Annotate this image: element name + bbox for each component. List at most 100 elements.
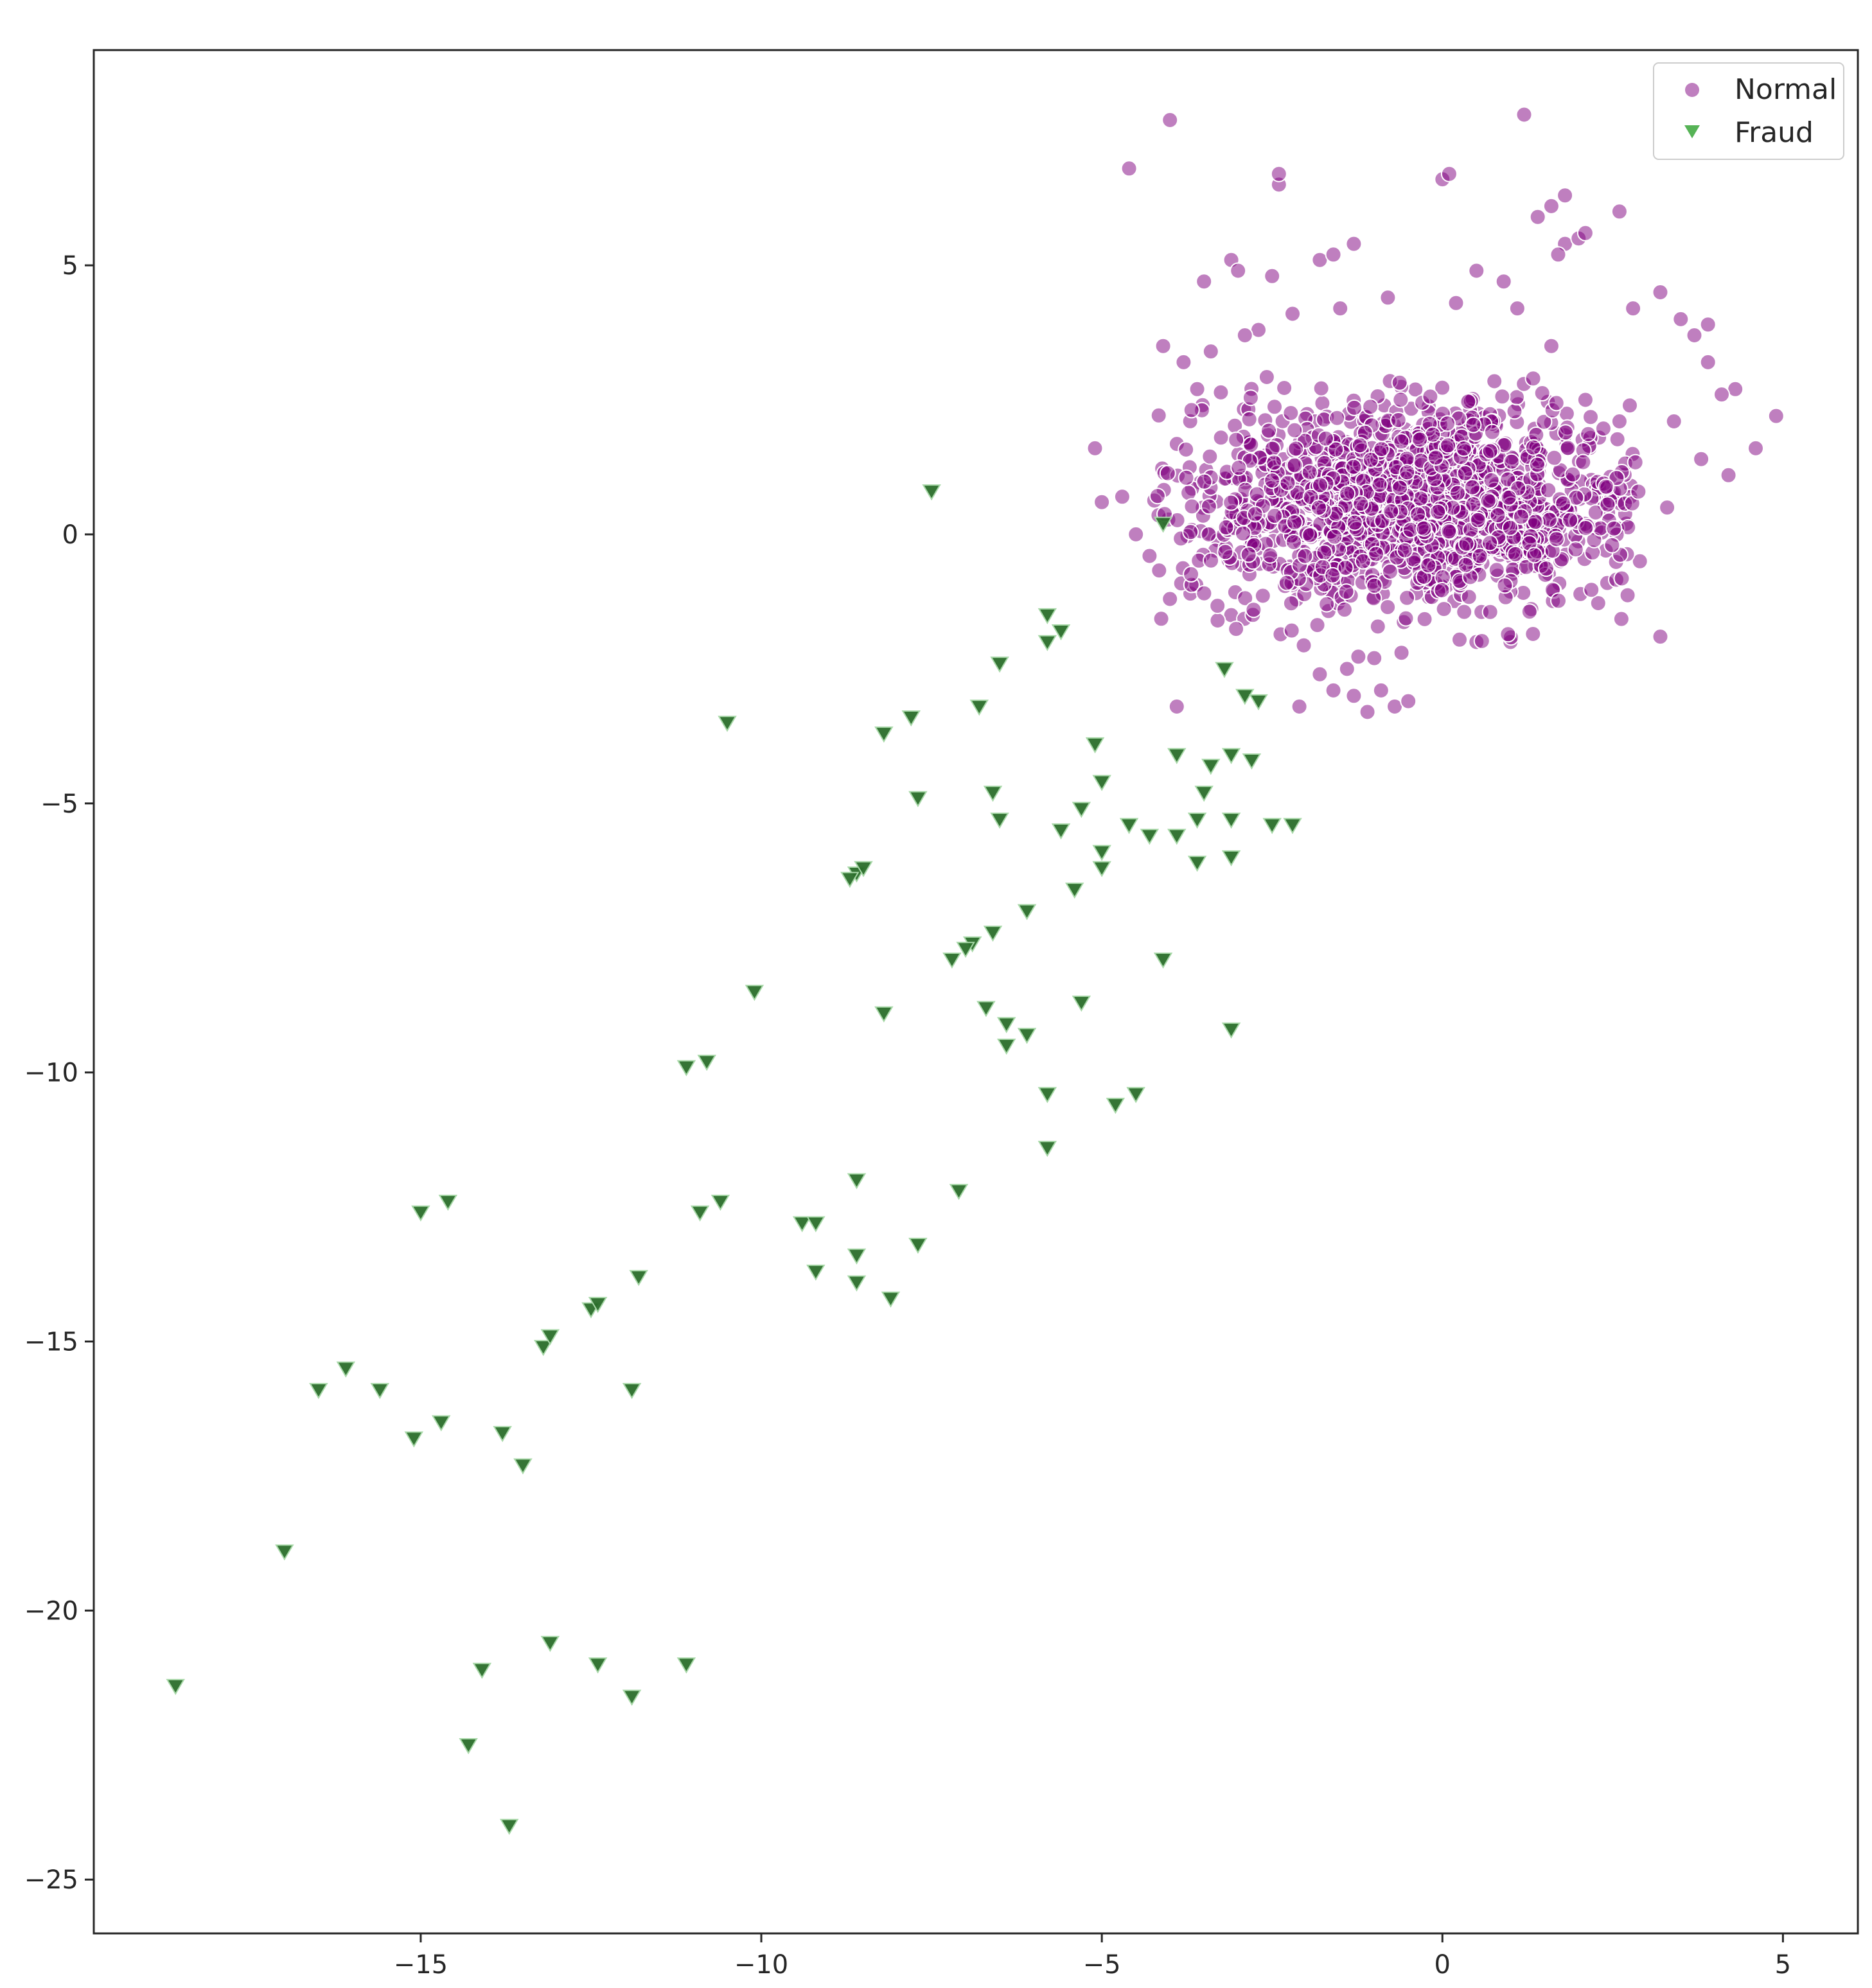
normal-point [1196, 585, 1213, 602]
normal-point [1390, 412, 1407, 428]
normal-point [1317, 430, 1334, 447]
normal-point [1359, 703, 1376, 721]
normal-point [1440, 165, 1458, 182]
fraud-point [1038, 1141, 1057, 1157]
normal-point [1183, 401, 1200, 419]
normal-point [1237, 590, 1254, 607]
normal-point [1471, 547, 1488, 565]
normal-point [1625, 300, 1642, 317]
normal-series [1086, 106, 1785, 721]
fraud-point [1194, 786, 1214, 802]
normal-point [1489, 507, 1506, 524]
normal-point [1258, 369, 1275, 385]
normal-point [1236, 327, 1253, 344]
fraud-point [1051, 823, 1071, 840]
normal-point [1576, 224, 1594, 242]
normal-point [1266, 507, 1284, 524]
fraud-point [1051, 624, 1071, 641]
normal-point [1217, 519, 1235, 536]
normal-point [1457, 556, 1474, 574]
normal-point [1429, 503, 1447, 520]
normal-point [1550, 592, 1567, 610]
fraud-point [840, 872, 860, 888]
fraud-point [493, 1426, 512, 1443]
fraud-point [1017, 904, 1037, 920]
fraud-series [166, 484, 1302, 1835]
fraud-point [275, 1544, 294, 1561]
normal-point [1499, 626, 1517, 643]
normal-point [1235, 525, 1251, 542]
normal-point [1345, 687, 1363, 705]
fraud-point [540, 1635, 560, 1652]
normal-point [1548, 394, 1565, 412]
fraud-point [1153, 952, 1173, 969]
y-tick-label: −20 [24, 1596, 78, 1626]
normal-point [1460, 393, 1477, 410]
normal-point [1240, 546, 1257, 563]
normal-point [1411, 431, 1429, 448]
normal-point [1524, 439, 1542, 456]
normal-point [1301, 464, 1318, 481]
fraud-point [990, 813, 1009, 829]
normal-point [1451, 631, 1468, 648]
normal-point [1686, 327, 1703, 344]
normal-point [1295, 637, 1312, 654]
normal-point [1611, 203, 1628, 220]
normal-point [1767, 407, 1785, 425]
normal-point [1747, 439, 1764, 457]
normal-point [1168, 698, 1185, 715]
fraud-point [718, 716, 737, 732]
normal-point [1209, 597, 1226, 615]
fraud-point [854, 861, 873, 877]
normal-point [1397, 610, 1415, 627]
fraud-point [1167, 748, 1187, 764]
fraud-point [901, 710, 921, 727]
normal-point [1352, 495, 1370, 513]
normal-point [1366, 649, 1383, 667]
normal-point [1672, 310, 1690, 328]
normal-point [1630, 483, 1647, 500]
normal-point [1379, 289, 1397, 306]
fraud-point [1167, 829, 1187, 845]
normal-point [1178, 469, 1195, 486]
normal-point [1652, 284, 1669, 301]
normal-point [1496, 577, 1514, 594]
fraud-point [922, 484, 941, 501]
normal-point [1362, 451, 1379, 468]
normal-point [1434, 379, 1451, 396]
normal-point [1351, 437, 1368, 454]
normal-point [1463, 479, 1481, 496]
normal-point [1435, 601, 1453, 618]
normal-point [1217, 543, 1234, 561]
fraud-point [411, 1205, 430, 1222]
normal-point [1282, 595, 1300, 612]
fraud-point [629, 1270, 648, 1287]
normal-point [1316, 544, 1333, 561]
normal-point [1494, 388, 1511, 405]
fraud-point [588, 1297, 608, 1314]
fraud-point [1017, 1028, 1037, 1044]
normal-point [1433, 581, 1451, 599]
fraud-point [370, 1383, 390, 1400]
x-tick-label: 0 [1435, 1950, 1451, 1980]
fraud-point [908, 1237, 928, 1254]
fraud-point [513, 1458, 533, 1475]
normal-point [1399, 464, 1416, 481]
normal-point [1183, 498, 1201, 515]
normal-point [1542, 197, 1560, 215]
normal-point [1540, 482, 1557, 499]
normal-point [1416, 610, 1433, 628]
legend: Normal Fraud [1653, 62, 1844, 160]
fraud-point [1038, 1087, 1057, 1104]
normal-point [1415, 520, 1433, 537]
normal-point [1318, 595, 1336, 613]
normal-point [1339, 485, 1356, 502]
fraud-point [949, 1184, 969, 1201]
y-tick-label: −15 [24, 1328, 78, 1357]
normal-point [1577, 520, 1594, 536]
normal-point [1346, 399, 1363, 416]
normal-point [1699, 353, 1717, 371]
normal-point [1659, 499, 1676, 516]
normal-point [1230, 459, 1248, 477]
normal-point [1422, 388, 1439, 405]
